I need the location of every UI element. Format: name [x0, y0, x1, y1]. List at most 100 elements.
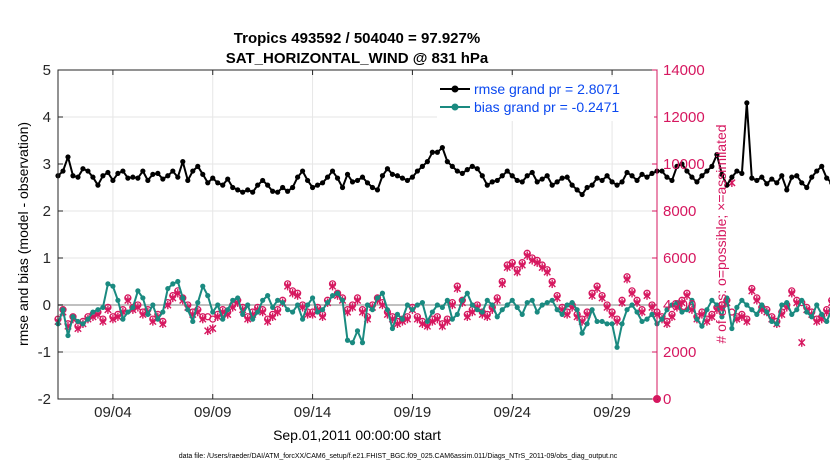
- bias-point: [304, 302, 311, 308]
- rmse-point: [739, 170, 745, 176]
- left-tick-label: -2: [38, 391, 51, 408]
- bias-point: [504, 302, 510, 308]
- bias-point: [125, 309, 131, 315]
- obs-assimilated-point: [798, 338, 806, 347]
- rmse-point: [125, 175, 131, 181]
- rmse-point: [275, 189, 281, 195]
- rmse-point: [579, 191, 585, 198]
- obs-assimilated-point: [593, 284, 601, 293]
- bias-point: [509, 297, 515, 303]
- rmse-point: [534, 179, 540, 185]
- rmse-point: [789, 174, 795, 180]
- rmse-point: [100, 173, 106, 179]
- bias-point: [819, 311, 825, 317]
- bias-point: [624, 307, 630, 313]
- bias-point: [364, 302, 371, 308]
- bias-point: [604, 321, 610, 327]
- bias-point: [469, 302, 475, 308]
- rmse-point: [669, 177, 675, 184]
- obs-assimilated-point: [428, 317, 437, 326]
- rmse-point: [304, 177, 311, 184]
- obs-assimilated-point: [518, 260, 526, 270]
- bias-point: [609, 321, 615, 327]
- x-tick-label: 09/24: [493, 404, 531, 421]
- bias-point: [414, 302, 420, 308]
- obs-assimilated-point: [199, 314, 207, 324]
- right-tick-label: 4000: [663, 297, 696, 314]
- rmse-point: [85, 168, 91, 174]
- rmse-point: [65, 154, 71, 160]
- bias-point: [799, 297, 805, 303]
- rmse-point: [220, 182, 226, 188]
- rmse-point: [434, 149, 440, 155]
- bias-point: [324, 300, 331, 306]
- rmse-point: [494, 177, 500, 184]
- bias-point: [539, 302, 545, 308]
- obs-assimilated-point: [563, 310, 571, 319]
- bias-point: [694, 316, 700, 322]
- bias-point: [359, 340, 366, 346]
- rmse-point: [544, 173, 550, 179]
- bias-point: [519, 311, 525, 317]
- rmse-point: [664, 174, 670, 180]
- bias-point: [195, 300, 201, 306]
- bias-point: [115, 297, 121, 303]
- obs-assimilated-point: [553, 293, 561, 303]
- bias-point: [524, 300, 530, 306]
- bias-point: [749, 307, 755, 313]
- bias-point: [185, 307, 191, 313]
- rmse-point: [80, 166, 86, 172]
- obs-assimilated-point: [453, 284, 462, 293]
- obs-assimilated-point: [588, 291, 596, 300]
- bias-point: [474, 307, 480, 313]
- obs-assimilated-point: [618, 298, 626, 307]
- bias-point: [240, 311, 246, 317]
- obs-assimilated-point: [209, 324, 217, 333]
- obs-assimilated-point: [548, 279, 556, 289]
- bias-point: [80, 321, 86, 327]
- bias-point: [454, 311, 460, 317]
- rmse-point: [265, 182, 271, 188]
- bias-point: [70, 314, 76, 320]
- obs-assimilated-point: [683, 291, 691, 300]
- legend: rmse grand pr = 2.8071 bias grand pr = -…: [437, 77, 654, 121]
- left-tick-label: -1: [38, 344, 51, 361]
- bias-point: [155, 316, 161, 322]
- rmse-point: [195, 163, 201, 169]
- bias-point: [384, 307, 391, 313]
- rmse-point: [75, 174, 81, 180]
- rmse-point: [679, 161, 685, 167]
- rmse-point: [389, 171, 396, 177]
- bias-point: [664, 307, 670, 313]
- bias-point: [714, 302, 720, 308]
- rmse-point: [799, 180, 805, 186]
- plot-area: [58, 70, 657, 399]
- bias-point: [614, 344, 620, 350]
- bias-point: [784, 300, 790, 306]
- rmse-point: [749, 175, 755, 181]
- obs-assimilated-point: [433, 314, 442, 324]
- legend-rmse-label: rmse grand pr = 2.8071: [474, 81, 620, 97]
- obs-assimilated-point: [318, 312, 327, 321]
- rmse-point: [150, 171, 156, 177]
- bias-point: [769, 318, 775, 325]
- rmse-point: [604, 173, 610, 179]
- rmse-point: [90, 174, 96, 180]
- rmse-point: [719, 171, 725, 177]
- bias-point: [789, 311, 795, 317]
- rmse-point: [280, 184, 286, 191]
- rmse-point: [120, 168, 126, 174]
- rmse-point: [155, 170, 161, 176]
- rmse-point: [549, 182, 555, 188]
- bias-point: [90, 309, 96, 315]
- rmse-point: [349, 179, 356, 185]
- bias-point: [689, 297, 695, 303]
- rmse-point: [369, 184, 376, 191]
- rmse-point: [504, 168, 510, 174]
- rmse-point: [539, 176, 545, 182]
- left-tick-label: 5: [43, 62, 51, 79]
- rmse-point: [339, 184, 346, 191]
- bias-point: [374, 295, 381, 301]
- rmse-point: [414, 168, 420, 174]
- obs-assimilated-point: [493, 296, 501, 305]
